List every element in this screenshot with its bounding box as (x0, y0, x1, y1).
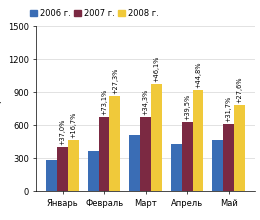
Text: +39,5%: +39,5% (184, 94, 190, 120)
Bar (234, 104, 245, 191)
Y-axis label: Млн грн.: Млн грн. (0, 90, 2, 128)
Text: +27,3%: +27,3% (112, 67, 118, 94)
Text: +27,6%: +27,6% (237, 76, 243, 103)
Bar (212, 140, 223, 191)
Text: +16,7%: +16,7% (70, 112, 76, 138)
Bar (171, 144, 182, 191)
Text: +37,0%: +37,0% (60, 119, 66, 145)
Text: +44,8%: +44,8% (195, 62, 201, 88)
Bar (193, 90, 203, 191)
Bar (129, 135, 140, 191)
Bar (68, 140, 79, 191)
Text: +34,3%: +34,3% (142, 88, 149, 115)
Text: +46,1%: +46,1% (153, 55, 159, 82)
Text: +73,1%: +73,1% (101, 88, 107, 115)
Bar (99, 117, 109, 191)
Bar (46, 160, 57, 191)
Bar (109, 96, 120, 191)
Bar (223, 124, 234, 191)
Bar (88, 151, 99, 191)
Bar (151, 84, 162, 191)
Text: +31,7%: +31,7% (226, 95, 232, 122)
Legend: 2006 г., 2007 г., 2008 г.: 2006 г., 2007 г., 2008 г. (30, 9, 159, 18)
Bar (57, 147, 68, 191)
Bar (140, 117, 151, 191)
Bar (182, 122, 193, 191)
